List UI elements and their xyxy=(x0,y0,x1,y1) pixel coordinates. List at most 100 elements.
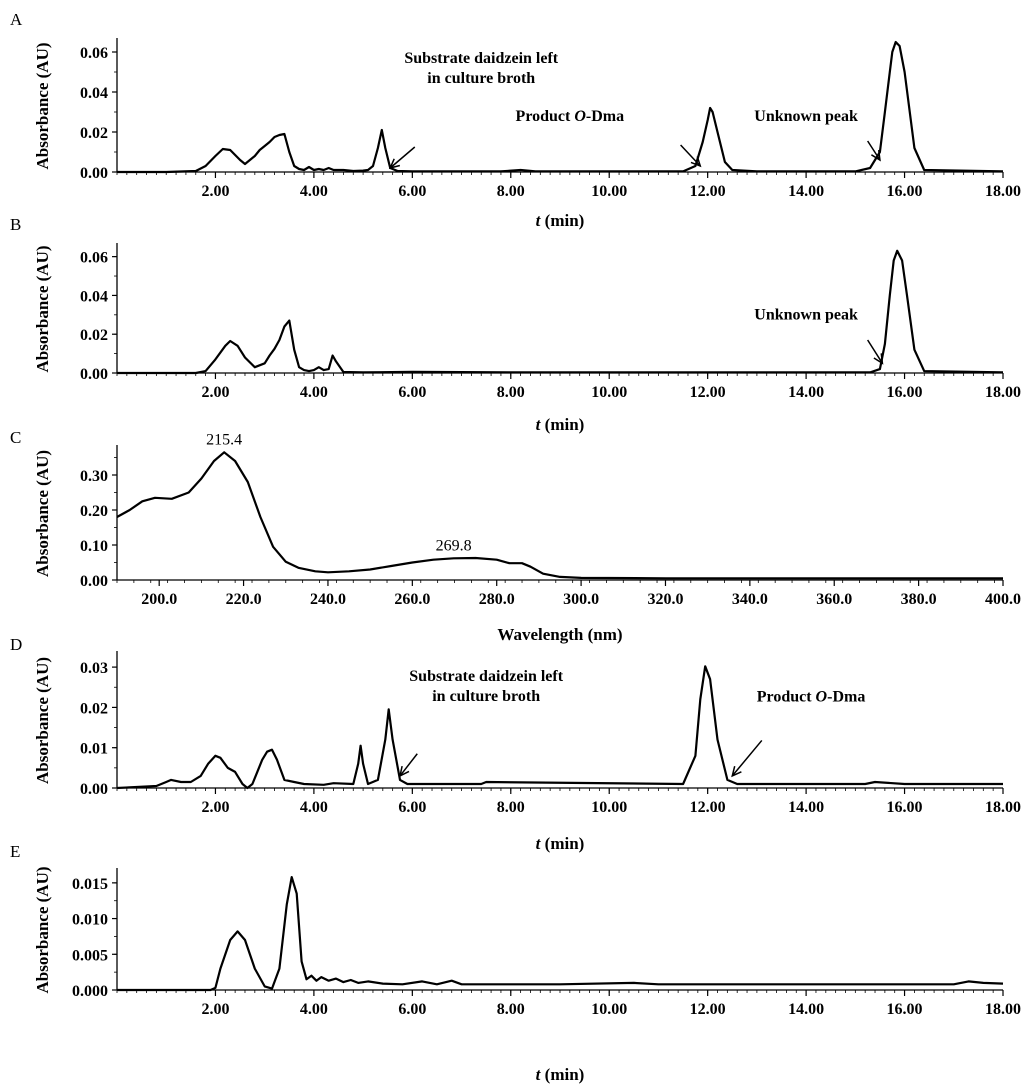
x-tick-label: 6.00 xyxy=(398,799,426,816)
x-tick-label: 18.00 xyxy=(985,183,1021,200)
x-tick-label: 18.00 xyxy=(985,1001,1021,1018)
annotation: Product O-Dma xyxy=(516,108,702,168)
x-tick-label: 8.00 xyxy=(497,183,525,200)
x-tick-label: 360.0 xyxy=(816,591,852,608)
y-axis-title: Absorbance (AU) xyxy=(33,42,52,169)
panel-d: D 2.00 4.00 6.00 8.00 10.00 12.00 14.00 16.00 18.… xyxy=(10,635,1021,853)
x-tick-label: 18.00 xyxy=(985,384,1021,401)
annotation-text-part: Product xyxy=(516,108,575,125)
y-axis-title: Absorbance (AU) xyxy=(33,245,52,372)
y-tick-label: 0.04 xyxy=(80,288,108,305)
annotation-arrow-head xyxy=(731,766,742,778)
x-tick-label: 6.00 xyxy=(398,183,426,200)
y-tick-label: 0.01 xyxy=(80,741,108,758)
x-axis-title-var: t xyxy=(536,211,542,230)
panel-a: A 2.00 4.00 6.00 8.00 10.00 12.00 14.00 16.00 18.… xyxy=(10,10,1021,230)
y-tick-label: 0.10 xyxy=(80,538,108,555)
x-tick-label: 400.0 xyxy=(985,591,1021,608)
x-tick-label: 12.00 xyxy=(690,183,726,200)
y-tick-label: 0.30 xyxy=(80,468,108,485)
x-tick-label: 2.00 xyxy=(201,799,229,816)
annotation-arrow-shaft xyxy=(867,339,884,364)
x-tick-label: 10.00 xyxy=(591,183,627,200)
x-tick-label: 8.00 xyxy=(497,384,525,401)
x-tick-label: 4.00 xyxy=(300,1001,328,1018)
annotation-text: Product O-Dma xyxy=(516,108,625,125)
chromatogram-trace xyxy=(117,876,1004,992)
y-tick-label: 0.000 xyxy=(72,983,108,1000)
x-tick-label: 200.0 xyxy=(141,591,177,608)
annotation: Product O-Dma xyxy=(731,688,866,778)
x-axis-title: t (min) xyxy=(536,415,585,434)
y-tick-label: 0.06 xyxy=(80,250,108,267)
x-tick-label: 4.00 xyxy=(300,183,328,200)
x-tick-label: 12.00 xyxy=(690,799,726,816)
x-axis-title-unit: (min) xyxy=(540,415,584,434)
x-axis-title-var: t xyxy=(536,834,542,853)
chromatogram-trace xyxy=(117,40,1004,174)
x-tick-label: 10.00 xyxy=(591,799,627,816)
x-tick-label: 240.0 xyxy=(310,591,346,608)
annotation-text-part: -Dma xyxy=(586,108,624,125)
x-axis-title-unit: (min) xyxy=(540,211,584,230)
y-tick-label: 0.00 xyxy=(80,165,108,182)
y-tick-label: 0.20 xyxy=(80,503,108,520)
annotation-text-part: -Dma xyxy=(827,688,865,705)
x-axis-title: Wavelength (nm) xyxy=(497,625,622,644)
x-tick-label: 2.00 xyxy=(201,183,229,200)
panel-e: E 2.00 4.00 6.00 8.00 10.00 12.00 14.00 16.00 18.… xyxy=(10,842,1021,1084)
y-axis-title: Absorbance (AU) xyxy=(33,866,52,993)
y-tick-label: 0.00 xyxy=(80,366,108,383)
y-tick-label: 0.015 xyxy=(72,876,108,893)
x-tick-label: 16.00 xyxy=(887,183,923,200)
x-tick-label: 12.00 xyxy=(690,384,726,401)
annotation-arrow-head xyxy=(398,765,410,778)
annotation-text: Substrate daidzein left xyxy=(409,668,563,685)
x-axis-title-unit: (min) xyxy=(540,1065,584,1084)
chromatogram-trace xyxy=(116,451,1003,580)
x-axis-title-var: t xyxy=(536,1065,542,1084)
annotation: Substrate daidzein left in culture broth xyxy=(398,668,564,778)
annotation-arrow-head xyxy=(871,149,881,162)
y-axis-title: Absorbance (AU) xyxy=(33,657,52,784)
annotation-arrow-shaft xyxy=(680,144,701,167)
x-tick-label: 6.00 xyxy=(398,1001,426,1018)
y-tick-label: 0.04 xyxy=(80,85,108,102)
x-tick-label: 2.00 xyxy=(201,1001,229,1018)
annotation-text-part: O xyxy=(574,108,586,125)
panel-letter: D xyxy=(10,635,22,654)
annotation-arrow-shaft xyxy=(867,140,881,161)
annotation-arrow-head xyxy=(873,353,884,365)
x-tick-label: 340.0 xyxy=(732,591,768,608)
y-tick-label: 0.005 xyxy=(72,947,108,964)
x-axis-title: t (min) xyxy=(536,1065,585,1084)
panel-letter: A xyxy=(10,10,23,29)
panel-c: C 200.0 220.0 240.0 260.0 280.0 300.0 320.0 340.… xyxy=(10,428,1021,644)
annotation-text: Unknown peak xyxy=(754,307,858,324)
y-tick-label: 0.03 xyxy=(80,660,108,677)
panel-letter: B xyxy=(10,215,21,234)
x-tick-label: 14.00 xyxy=(788,1001,824,1018)
panel-letter: E xyxy=(10,842,20,861)
annotation-arrow-shaft xyxy=(731,739,763,777)
y-tick-label: 0.06 xyxy=(80,45,108,62)
x-tick-label: 10.00 xyxy=(591,1001,627,1018)
y-axis-title: Absorbance (AU) xyxy=(33,450,52,577)
chromatogram-trace xyxy=(117,249,1004,375)
x-tick-label: 2.00 xyxy=(201,384,229,401)
x-tick-label: 6.00 xyxy=(398,384,426,401)
peak-label: 269.8 xyxy=(436,537,472,554)
annotation-text-line2: in culture broth xyxy=(432,688,540,705)
annotation: Unknown peak xyxy=(754,307,884,365)
annotation-text: Product O-Dma xyxy=(757,688,866,705)
x-tick-label: 14.00 xyxy=(788,384,824,401)
annotation-arrow-head xyxy=(388,158,401,170)
x-axis-title-unit: (min) xyxy=(540,834,584,853)
panel-b: B 2.00 4.00 6.00 8.00 10.00 12.00 14.00 16.00 18.… xyxy=(10,215,1021,434)
x-tick-label: 320.0 xyxy=(647,591,683,608)
annotation: Unknown peak xyxy=(754,108,881,162)
x-tick-label: 380.0 xyxy=(901,591,937,608)
x-tick-label: 4.00 xyxy=(300,799,328,816)
x-tick-label: 280.0 xyxy=(479,591,515,608)
peak-label: 215.4 xyxy=(206,431,242,448)
